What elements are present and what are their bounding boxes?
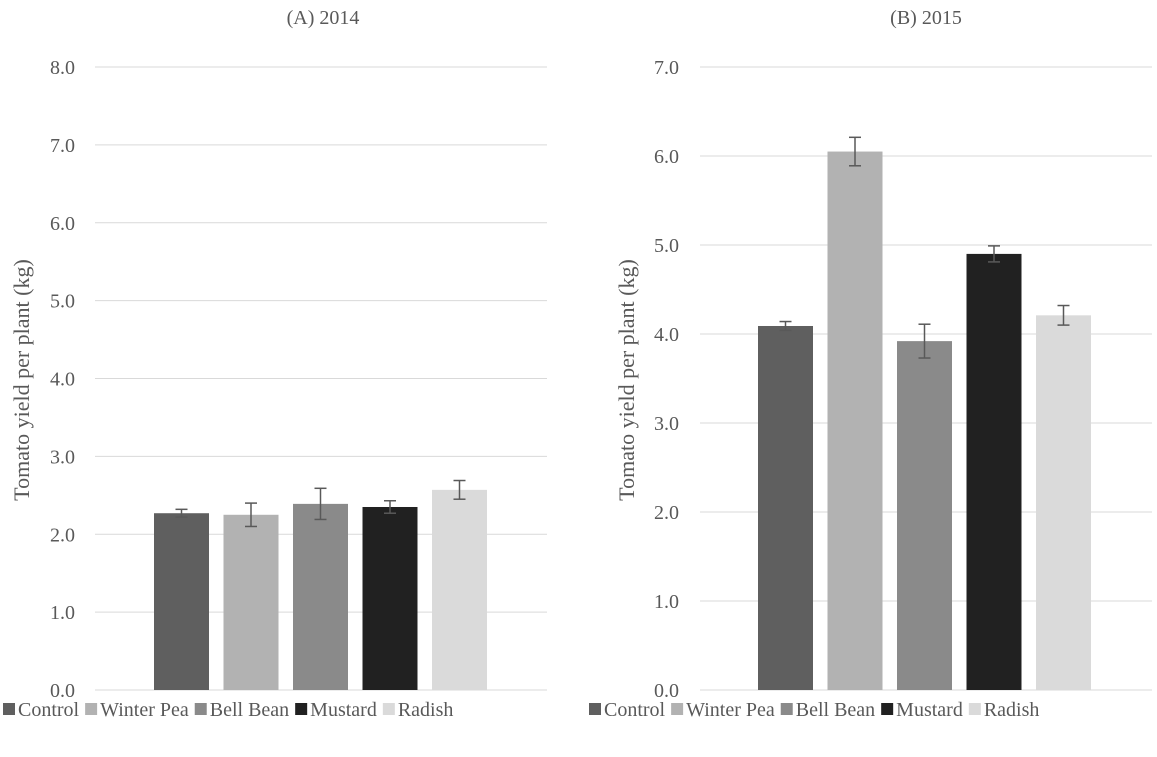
panel-a-bar-mustard (362, 506, 418, 690)
panel-b-legend-label-bell-bean: Bell Bean (796, 699, 875, 721)
panel-b-y-tick-label: 0.0 (654, 680, 679, 702)
panel-a-y-tick-label: 2.0 (50, 524, 75, 546)
panel-b-error-bar-mustard (988, 245, 1000, 263)
panel-a-legend-swatch-bell-bean (194, 703, 207, 715)
panel-b-legend-label-winter-pea: Winter Pea (686, 699, 775, 721)
panel-a-y-tick-label: 6.0 (50, 213, 75, 235)
panel-a-error-bar-bell-bean (314, 487, 327, 521)
panel-b-y-tick-label: 7.0 (654, 57, 679, 79)
panel-b-legend-swatch-mustard (881, 703, 894, 715)
panel-b-error-bar-control (779, 320, 792, 332)
panel-b-bar-control (758, 325, 813, 690)
panel-b-chart: (B) 2015 0.0 1.0 2.0 3.0 4.0 5.0 6.0 7.0 Tomato y… (589, 7, 1152, 721)
panel-b-legend-label-control: Control (604, 699, 666, 721)
panel-b-y-tick-label: 4.0 (654, 324, 679, 346)
panel-a-error-bar-radish (453, 479, 466, 500)
panel-a-y-tick-label: 4.0 (50, 369, 75, 391)
panel-a-y-tick-label: 1.0 (50, 602, 75, 624)
panel-b-y-tick-label: 3.0 (654, 413, 679, 435)
panel-b-error-bar-winter-pea (849, 136, 861, 167)
panel-b-bar-winter-pea (827, 151, 883, 691)
panel-a-legend-swatch-mustard (295, 703, 308, 715)
panel-b-y-axis-label: Tomato yield per plant (kg) (614, 259, 639, 501)
panel-a-legend-swatch-control (3, 703, 15, 715)
panel-b-bar-radish (1036, 315, 1091, 690)
panel-a-y-axis-label: Tomato yield per plant (kg) (9, 259, 34, 501)
panel-a-legend-label-radish: Radish (398, 699, 454, 721)
panel-a-y-tick-label: 0.0 (50, 680, 75, 702)
panel-a-legend-swatch-radish (382, 703, 395, 715)
panel-a-bar-winter-pea (223, 514, 279, 690)
panel-a-bar-bell-bean (293, 503, 348, 690)
panel-a-legend-label-bell-bean: Bell Bean (210, 699, 289, 721)
panel-a-y-tick-label: 7.0 (50, 135, 75, 157)
panel-a-error-bar-control (175, 508, 188, 518)
panel-a-title: (A) 2014 (287, 7, 360, 29)
panel-a-bar-radish (432, 489, 487, 690)
panel-b-y-tick-label: 5.0 (654, 235, 679, 257)
panel-a-error-bar-winter-pea (245, 502, 257, 528)
panel-a-error-bar-mustard (384, 500, 396, 514)
panel-b-legend: Control Winter Pea Bell Bean Mustard Radish (589, 699, 1039, 721)
panel-a-y-tick-label: 5.0 (50, 291, 75, 313)
panel-b-y-tick-label: 2.0 (654, 502, 679, 524)
panel-a-legend-label-winter-pea: Winter Pea (100, 699, 189, 721)
panel-b-legend-swatch-control (589, 703, 601, 715)
panel-b-y-tick-label: 1.0 (654, 591, 679, 613)
panel-b-title: (B) 2015 (890, 7, 962, 29)
panel-b-bar-mustard (966, 253, 1022, 690)
panel-a-chart: (A) 2014 0.0 1.0 2.0 3.0 4.0 5.0 6.0 7.0 8.0 Tomat… (3, 7, 547, 721)
panel-a-y-tick-label: 3.0 (50, 446, 75, 468)
panel-a-legend-swatch-winter-pea (85, 703, 98, 715)
panel-a-legend-label-control: Control (18, 699, 80, 721)
panel-a-legend-label-mustard: Mustard (310, 699, 377, 721)
panel-b-legend-swatch-winter-pea (671, 703, 684, 715)
panel-b-legend-label-mustard: Mustard (896, 699, 963, 721)
panel-b-y-tick-label: 6.0 (654, 146, 679, 168)
panel-a-y-tick-label: 8.0 (50, 57, 75, 79)
panel-b-legend-swatch-radish (968, 703, 981, 715)
panel-b-bar-bell-bean (897, 341, 952, 690)
panel-b-legend-label-radish: Radish (984, 699, 1040, 721)
panel-b-legend-swatch-bell-bean (780, 703, 793, 715)
panel-a-legend: Control Winter Pea Bell Bean Mustard Radish (3, 699, 453, 721)
panel-b-error-bar-radish (1057, 304, 1070, 326)
panel-a-bar-control (154, 513, 209, 690)
panel-b-error-bar-bell-bean (918, 323, 931, 359)
